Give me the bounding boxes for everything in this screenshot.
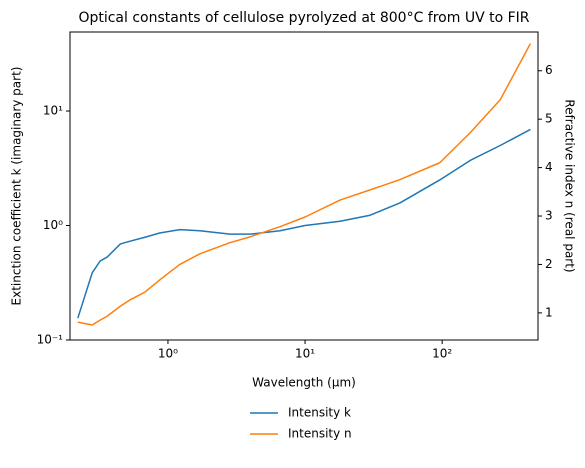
y2-axis-label: Refractive index n (real part): [563, 99, 577, 272]
y2-tick-label: 1: [545, 305, 553, 319]
chart-title: Optical constants of cellulose pyrolyzed…: [78, 10, 529, 26]
plot-frame: [69, 31, 539, 341]
y-tick-label: 10⁰: [43, 218, 63, 232]
y-tick-label: 10¹: [43, 104, 63, 118]
y2-tick-label: 3: [545, 209, 553, 223]
y-axis-label: Extinction coefficient k (imaginary part…: [10, 67, 24, 306]
x-tick-label: 10²: [432, 347, 452, 361]
y2-tick-label: 6: [545, 63, 553, 77]
y2-tick-label: 2: [545, 257, 553, 271]
series-line: [77, 43, 532, 326]
legend-label: Intensity n: [288, 427, 352, 441]
x-tick-label: 10¹: [295, 347, 315, 361]
y2-tick-label: 5: [545, 112, 553, 126]
x-tick-label: 10⁰: [158, 347, 178, 361]
y-tick-label: 10⁻¹: [37, 333, 64, 347]
series-line: [77, 128, 531, 319]
legend-label: Intensity k: [288, 406, 351, 420]
x-axis-label: Wavelength (μm): [252, 376, 356, 390]
y2-tick-label: 4: [545, 160, 553, 174]
